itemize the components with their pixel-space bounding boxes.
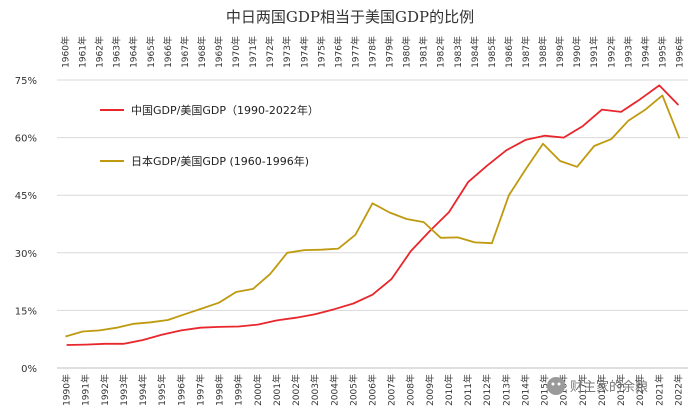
x-top-tick-label: 1987年 [520,36,532,68]
watermark: 财主家的余粮 [547,377,648,395]
x-top-tick-label: 1990年 [571,36,583,68]
x-top-tick-label: 1985年 [486,36,498,68]
x-bottom-tick-label: 1993年 [118,374,130,406]
x-top-tick-label: 1995年 [656,36,668,68]
x-top-tick-label: 1960年 [60,36,72,68]
x-top-tick-label: 1968年 [196,36,208,68]
x-bottom-tick-label: 2022年 [672,374,684,406]
x-bottom-tick-label: 2008年 [405,374,417,406]
y-tick-label: 45% [15,191,37,202]
x-top-tick-label: 1964年 [128,36,140,68]
x-top-tick-label: 1981年 [418,36,430,68]
x-bottom-tick-label: 1992年 [99,374,111,406]
series-line-china [66,84,680,346]
x-top-tick-label: 1991年 [588,36,600,68]
x-bottom-tick-label: 2005年 [347,374,359,406]
wechat-icon [547,377,565,395]
x-top-tick-label: 1983年 [452,36,464,68]
y-tick-label: 75% [15,76,37,87]
x-bottom-tick-label: 2018年 [596,374,608,406]
x-bottom-tick-label: 2000年 [252,374,264,406]
legend: 中国GDP/美国GDP（1990-2022年） 日本GDP/美国GDP (196… [100,103,319,168]
x-top-tick-label: 1973年 [281,36,293,68]
y-tick-label: 15% [15,306,37,317]
series-line-japan [65,94,681,338]
x-top-tick-label: 1961年 [77,36,89,68]
x-top-tick-label: 1996年 [673,36,685,68]
x-axis-top: 1960年 1961年 1962年 1963年 1964年 1965年 1966年 1967年… [60,36,686,68]
x-bottom-tick-label: 2006年 [367,374,379,406]
x-bottom-tick-label: 2019年 [615,374,627,406]
x-top-tick-label: 1965年 [145,36,157,68]
x-top-tick-label: 1975年 [315,36,327,68]
x-top-tick-label: 1978年 [367,36,379,68]
x-top-tick-label: 1992年 [605,36,617,68]
x-bottom-tick-label: 1991年 [80,374,92,406]
x-top-tick-label: 1989年 [554,36,566,68]
x-top-tick-label: 1972年 [264,36,276,68]
x-top-tick-label: 1994年 [639,36,651,68]
x-top-tick-label: 1982年 [435,36,447,68]
x-bottom-tick-label: 1994年 [137,374,149,406]
x-top-tick-label: 1986年 [503,36,515,68]
watermark-text: 财主家的余粮 [570,379,648,395]
x-bottom-tick-label: 2002年 [290,374,302,406]
x-top-tick-label: 1966年 [162,36,174,68]
series-lines [65,84,681,346]
x-bottom-tick-label: 2013年 [500,374,512,406]
x-bottom-tick-label: 1997年 [194,374,206,406]
legend-china-label: 中国GDP/美国GDP（1990-2022年） [131,103,319,117]
x-bottom-tick-label: 2009年 [424,374,436,406]
x-bottom-tick-label: 2003年 [309,374,321,406]
x-top-tick-label: 1984年 [469,36,481,68]
x-bottom-tick-label: 2010年 [443,374,455,406]
x-top-tick-label: 1962年 [94,36,106,68]
x-top-tick-label: 1980年 [401,36,413,68]
x-bottom-tick-label: 1996年 [175,374,187,406]
gridlines [57,79,688,369]
x-bottom-tick-label: 2015年 [539,374,551,406]
x-top-tick-label: 1977年 [349,36,361,68]
x-bottom-tick-label: 2017年 [577,374,589,406]
x-bottom-tick-label: 1998年 [214,374,226,406]
x-top-tick-label: 1963年 [111,36,123,68]
y-tick-label: 0% [21,364,37,375]
x-bottom-tick-label: 2012年 [481,374,493,406]
x-top-tick-label: 1976年 [332,36,344,68]
legend-japan-label: 日本GDP/美国GDP (1960-1996年) [131,154,309,168]
x-top-tick-label: 1970年 [230,36,242,68]
x-bottom-tick-label: 2014年 [519,374,531,406]
x-bottom-tick-label: 2020年 [634,374,646,406]
x-top-tick-label: 1969年 [213,36,225,68]
x-top-tick-label: 1993年 [622,36,634,68]
x-bottom-tick-label: 1999年 [233,374,245,406]
x-bottom-tick-label: 2021年 [653,374,665,406]
x-bottom-tick-label: 2011年 [462,374,474,406]
chart-title: 中日两国GDP相当于美国GDP的比例 [226,8,474,26]
x-top-tick-label: 1988年 [537,36,549,68]
x-top-tick-label: 1971年 [247,36,259,68]
x-top-tick-label: 1974年 [298,36,310,68]
x-bottom-tick-label: 2004年 [328,374,340,406]
x-bottom-tick-label: 1995年 [156,374,168,406]
x-bottom-tick-label: 2007年 [386,374,398,406]
x-bottom-tick-label: 1990年 [61,374,73,406]
x-axis-bottom: 1990年 1991年 1992年 1993年 1994年 1995年 1996年 1997年… [61,374,685,406]
x-bottom-tick-label: 2001年 [271,374,283,406]
y-tick-label: 30% [15,249,37,260]
y-axis: 0% 15% 30% 45% 60% 75% [15,76,37,375]
x-top-tick-label: 1979年 [384,36,396,68]
x-top-tick-label: 1967年 [179,36,191,68]
y-tick-label: 60% [15,134,37,145]
